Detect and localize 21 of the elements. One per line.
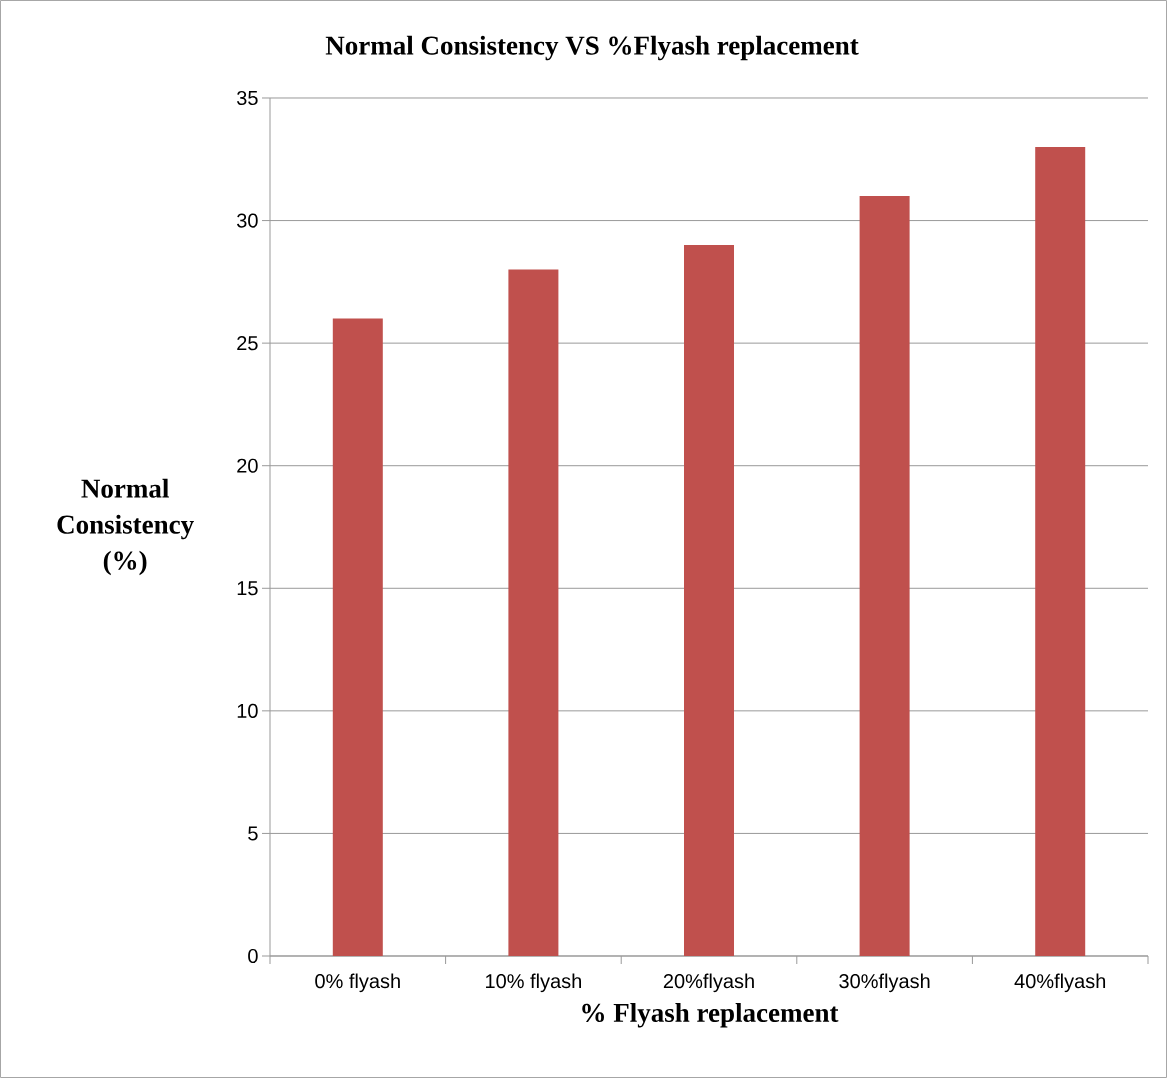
x-tick-label: 0% flyash [315, 973, 400, 993]
y-tick-label: 20 [237, 458, 258, 473]
y-tick-label: 15 [237, 581, 258, 596]
y-tick-label: 30 [237, 213, 258, 228]
x-tick-label: 10% flyash [486, 973, 581, 993]
y-tick-label: 10 [237, 703, 258, 718]
chart-title: Normal Consistency VS %Flyash replacement [325, 35, 859, 61]
y-tick-label: 35 [237, 90, 258, 106]
bar [1035, 147, 1086, 956]
x-tick-label: 30%flyash [839, 973, 930, 993]
y-tick-label: 5 [248, 826, 258, 841]
x-axis-title: % Flyash replacement [582, 1003, 839, 1028]
x-tick-label: 20%flyash [663, 973, 754, 993]
y-tick-label: 0 [248, 948, 258, 964]
y-axis-title: Normal Consistency (%) [57, 478, 194, 576]
bar [508, 269, 559, 956]
bar [859, 196, 910, 956]
bar [332, 318, 383, 956]
x-tick-label: 40%flyash [1014, 973, 1106, 993]
y-tick-label: 25 [237, 336, 258, 351]
bar [684, 245, 734, 956]
